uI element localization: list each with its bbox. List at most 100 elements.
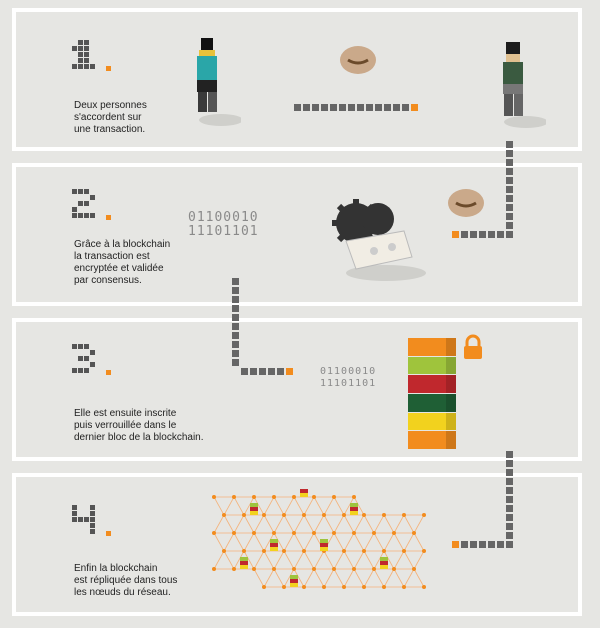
- network-node: [322, 513, 326, 517]
- step-1-panel: Deux personnes s'accordent sur une trans…: [12, 8, 582, 151]
- numeral-pixel: [72, 46, 77, 51]
- network-link: [273, 532, 285, 552]
- network-node: [342, 513, 346, 517]
- node-mini-stack: [350, 503, 358, 515]
- network-map: [212, 489, 426, 589]
- network-link: [253, 532, 265, 552]
- network-link: [383, 532, 395, 552]
- node-mini-stack: [290, 575, 298, 587]
- network-node: [312, 531, 316, 535]
- network-link: [223, 514, 235, 534]
- network-node: [282, 513, 286, 517]
- network-node: [272, 531, 276, 535]
- arrow-segment: [506, 523, 513, 530]
- network-link: [263, 550, 275, 570]
- arrow-segment: [241, 368, 248, 375]
- network-link: [353, 496, 365, 516]
- network-node: [212, 531, 216, 535]
- network-node: [362, 513, 366, 517]
- arrow-segment: [506, 496, 513, 503]
- numeral-pixel: [78, 344, 83, 349]
- network-link: [213, 532, 225, 552]
- arrow-segment: [250, 368, 257, 375]
- network-link: [223, 496, 235, 516]
- arrow-segment: [294, 104, 301, 111]
- node-mini-stack: [250, 503, 258, 515]
- binary-code-small: 01100010 11101101: [320, 366, 376, 390]
- network-link: [303, 496, 315, 516]
- numeral-pixel: [90, 195, 95, 200]
- network-node: [262, 513, 266, 517]
- step-3-caption: Elle est ensuite inscrite puis verrouill…: [74, 408, 204, 443]
- network-node: [352, 531, 356, 535]
- network-link: [373, 568, 385, 588]
- network-link: [293, 568, 305, 588]
- arrow-segment: [277, 368, 284, 375]
- arrow-segment: [488, 231, 495, 238]
- gear-icon: [332, 199, 426, 281]
- network-link: [273, 550, 285, 570]
- numeral-accent-dot: [106, 215, 111, 220]
- network-link: [293, 496, 305, 516]
- numeral-pixel: [90, 523, 95, 528]
- network-link: [283, 568, 295, 588]
- network-node: [332, 531, 336, 535]
- network-link: [233, 496, 245, 516]
- binary-line-1: 01100010: [320, 366, 377, 377]
- network-link: [283, 496, 295, 516]
- arrow-head: [286, 368, 293, 375]
- network-node: [352, 495, 356, 499]
- numeral-pixel: [90, 511, 95, 516]
- numeral-pixel: [84, 58, 89, 63]
- network-node: [322, 585, 326, 589]
- network-node: [402, 585, 406, 589]
- numeral-pixel: [84, 189, 89, 194]
- network-link: [213, 514, 225, 534]
- network-link: [413, 550, 425, 570]
- network-link: [373, 550, 385, 570]
- network-node: [332, 495, 336, 499]
- numeral-pixel: [78, 52, 83, 57]
- arrow-segment: [479, 231, 486, 238]
- arrow-segment: [506, 213, 513, 220]
- network-link: [363, 514, 375, 534]
- network-node: [412, 567, 416, 571]
- network-link: [223, 532, 235, 552]
- network-link: [393, 514, 405, 534]
- numeral-pixel: [84, 52, 89, 57]
- network-node: [372, 531, 376, 535]
- arrow-segment: [506, 460, 513, 467]
- arrow-segment: [506, 168, 513, 175]
- network-link: [323, 568, 335, 588]
- numeral-pixel: [78, 368, 83, 373]
- numeral-pixel: [84, 517, 89, 522]
- numeral-pixel: [72, 64, 77, 69]
- network-link: [363, 532, 375, 552]
- network-node: [222, 513, 226, 517]
- numeral-pixel: [78, 58, 83, 63]
- numeral-pixel: [72, 505, 77, 510]
- network-link: [383, 550, 395, 570]
- network-link: [283, 550, 295, 570]
- network-node: [392, 531, 396, 535]
- node-mini-stack: [240, 557, 248, 569]
- arrow-segment: [268, 368, 275, 375]
- arrow-segment: [470, 541, 477, 548]
- network-node: [382, 585, 386, 589]
- network-node: [312, 567, 316, 571]
- arrow-head: [411, 104, 418, 111]
- stack-block: [408, 375, 456, 393]
- network-link: [293, 532, 305, 552]
- network-node: [262, 549, 266, 553]
- network-node: [282, 549, 286, 553]
- network-node: [212, 567, 216, 571]
- network-node: [422, 513, 426, 517]
- arrow-head: [452, 231, 459, 238]
- network-link: [403, 514, 415, 534]
- arrow-segment: [506, 487, 513, 494]
- arrow-segment: [470, 231, 477, 238]
- network-node: [392, 567, 396, 571]
- network-node: [382, 513, 386, 517]
- arrow-segment: [232, 332, 239, 339]
- node-mini-stack: [320, 539, 328, 551]
